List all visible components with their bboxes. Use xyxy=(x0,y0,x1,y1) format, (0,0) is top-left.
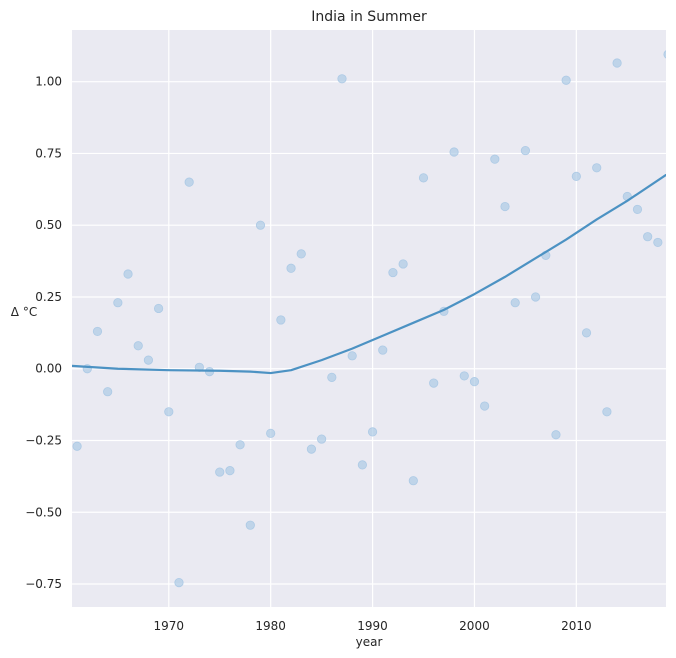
x-tick-label: 2000 xyxy=(459,619,490,633)
y-tick-label: −0.25 xyxy=(25,434,62,448)
scatter-point xyxy=(103,387,113,397)
scatter-point xyxy=(490,154,500,164)
scatter-point xyxy=(143,355,154,365)
scatter-point xyxy=(653,237,663,248)
scatter-point xyxy=(469,377,480,387)
x-tick-label: 1970 xyxy=(154,619,185,633)
y-tick-label: 0.00 xyxy=(35,362,62,376)
scatter-point xyxy=(602,407,612,417)
scatter-point xyxy=(123,269,133,279)
chart-title: India in Summer xyxy=(311,9,427,25)
y-tick-label: 0.25 xyxy=(35,290,62,304)
scatter-point xyxy=(225,466,235,476)
scatter-point xyxy=(327,372,337,382)
scatter-point xyxy=(296,249,306,259)
scatter-point xyxy=(459,371,469,381)
scatter-point xyxy=(174,577,184,588)
scatter-point xyxy=(215,467,225,477)
trend-line xyxy=(72,173,666,375)
scatter-point xyxy=(367,427,378,437)
scatter-point xyxy=(235,440,245,450)
scatter-point xyxy=(286,263,296,273)
y-tick-labels: −0.75 −0.50 −0.25 0.00 0.25 0.50 0.75 1.00 xyxy=(25,75,62,591)
scatter-point xyxy=(388,267,398,278)
x-axis-label: year xyxy=(356,635,383,649)
scatter-point xyxy=(561,75,571,85)
scatter-point xyxy=(113,298,123,308)
scatter-point xyxy=(306,444,317,454)
scatter-point xyxy=(530,292,541,302)
x-tick-label: 1990 xyxy=(357,619,388,633)
scatter-point xyxy=(480,401,490,411)
grid-lines xyxy=(72,30,666,607)
scatter-point xyxy=(255,220,266,230)
scatter-point xyxy=(663,50,666,59)
plot-background xyxy=(72,30,666,607)
scatter-point xyxy=(184,177,194,187)
scatter-point xyxy=(317,434,327,444)
scatter-point xyxy=(72,441,82,451)
scatter-point xyxy=(592,163,602,173)
scatter-point xyxy=(643,232,653,242)
y-tick-label: 0.75 xyxy=(35,146,62,160)
scatter-point xyxy=(154,303,164,314)
y-tick-label: 0.50 xyxy=(35,218,62,232)
y-axis-label: Δ °C xyxy=(11,305,37,319)
scatter-point xyxy=(632,204,643,215)
scatter-point xyxy=(133,341,143,351)
y-tick-label: −0.75 xyxy=(25,577,62,591)
scatter-point xyxy=(357,460,367,470)
scatter-point xyxy=(337,74,347,84)
scatter-point xyxy=(418,173,429,183)
scatter-point xyxy=(520,145,530,156)
scatter-point xyxy=(571,171,581,182)
x-tick-label: 1980 xyxy=(255,619,286,633)
scatter-point xyxy=(266,428,276,438)
scatter-point xyxy=(92,326,103,337)
scatter-point xyxy=(510,298,520,308)
y-tick-label: 1.00 xyxy=(35,75,62,89)
scatter-point xyxy=(398,259,408,269)
scatter-point xyxy=(581,328,592,338)
scatter-points xyxy=(72,50,666,588)
scatter-point xyxy=(612,58,622,68)
scatter-point xyxy=(551,430,561,440)
scatter-point xyxy=(408,476,418,486)
x-tick-label: 2010 xyxy=(561,619,592,633)
scatter-point xyxy=(429,378,439,388)
scatter-point xyxy=(449,147,459,157)
y-tick-label: −0.50 xyxy=(25,505,62,519)
scatter-point xyxy=(347,351,357,361)
scatter-point xyxy=(276,315,286,325)
scatter-point xyxy=(164,407,174,417)
scatter-point xyxy=(378,345,388,355)
x-tick-labels: 1970 1980 1990 2000 2010 xyxy=(154,619,592,633)
scatter-point xyxy=(500,201,510,212)
scatter-point xyxy=(245,520,255,530)
